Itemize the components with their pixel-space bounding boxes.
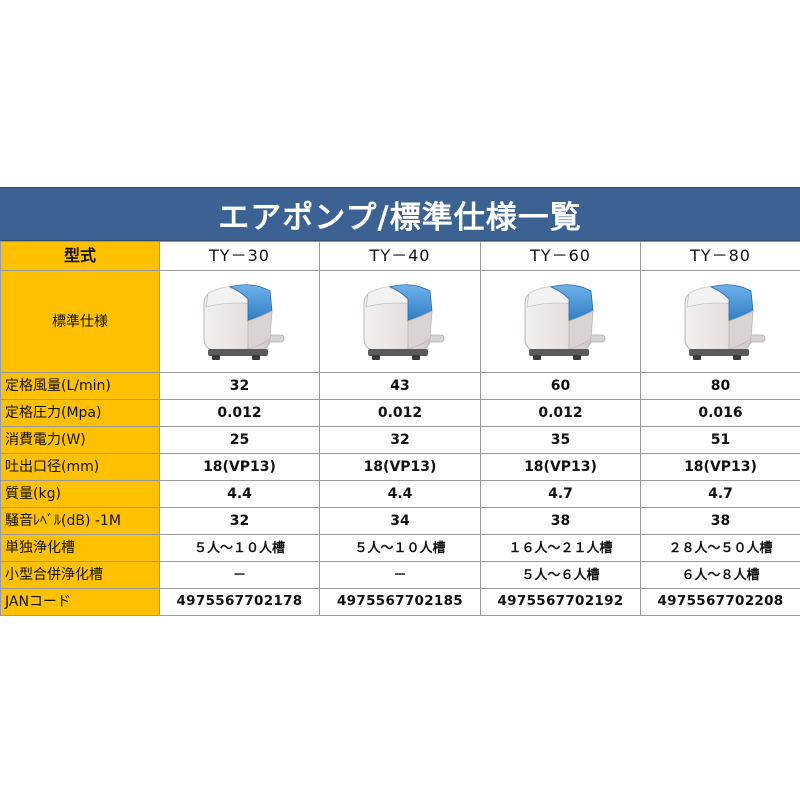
- pump-image-cell: [640, 270, 800, 373]
- jan-code: 4975567702185: [319, 588, 481, 616]
- cell-value: 35: [480, 426, 641, 454]
- cell-value: 25: [159, 426, 320, 454]
- cell-value: 0.016: [640, 399, 800, 427]
- page-title: エアポンプ/標準仕様一覧: [0, 187, 800, 241]
- cell-value: 4.7: [640, 480, 800, 508]
- jan-code: 4975567702178: [159, 588, 320, 616]
- cell-value: 38: [480, 507, 641, 535]
- cell-value: 32: [159, 372, 320, 400]
- cell-value: 4.7: [480, 480, 641, 508]
- spec-sheet: エアポンプ/標準仕様一覧 型式 TY－30 TY－40 TY－60 TY－80 …: [0, 187, 800, 616]
- model-name: TY－30: [159, 241, 320, 271]
- row-label: 単独浄化槽: [0, 534, 160, 562]
- spec-row-airflow: 定格風量(L/min) 32 43 60 80: [0, 372, 800, 400]
- cell-value: 32: [159, 507, 320, 535]
- row-label: 定格圧力(Mpa): [0, 399, 160, 427]
- cell-value: －: [159, 561, 320, 589]
- air-pump-image: [524, 283, 605, 360]
- spec-row-single-tank: 単独浄化槽 ５人～１０人槽 ５人～１０人槽 １６人～２１人槽 ２８人～５０人槽: [0, 534, 800, 562]
- model-label: 型式: [0, 241, 160, 271]
- air-pump-image: [363, 283, 445, 360]
- cell-value: －: [319, 561, 481, 589]
- cell-value: ６人～８人槽: [640, 561, 800, 589]
- air-pump-image: [203, 283, 284, 360]
- cell-value: 43: [319, 372, 481, 400]
- cell-value: 32: [319, 426, 481, 454]
- spec-row-power: 消費電力(W) 25 32 35 51: [0, 426, 800, 454]
- cell-value: 38: [640, 507, 800, 535]
- row-label: JANコード: [0, 588, 160, 616]
- spec-table: 型式 TY－30 TY－40 TY－60 TY－80 標準仕様 定格風量(L/m…: [0, 241, 800, 616]
- air-pump-image: [684, 283, 765, 360]
- row-label: 質量(kg): [0, 480, 160, 508]
- cell-value: 0.012: [159, 399, 320, 427]
- pump-image-cell: [319, 270, 481, 373]
- cell-value: 60: [480, 372, 641, 400]
- spec-row-outlet: 吐出口径(mm) 18(VP13) 18(VP13) 18(VP13) 18(V…: [0, 453, 800, 481]
- pump-image-cell: [159, 270, 320, 373]
- pump-image-cell: [480, 270, 641, 373]
- model-name: TY－40: [319, 241, 481, 271]
- cell-value: 4.4: [319, 480, 481, 508]
- row-label: 定格風量(L/min): [0, 372, 160, 400]
- image-row: 標準仕様: [0, 270, 800, 373]
- cell-value: 34: [319, 507, 481, 535]
- cell-value: 51: [640, 426, 800, 454]
- header-row: 型式 TY－30 TY－40 TY－60 TY－80: [0, 241, 800, 271]
- standard-spec-label: 標準仕様: [0, 270, 160, 373]
- row-label: 騒音ﾚﾍﾞﾙ(dB) -1M: [0, 507, 160, 535]
- model-name: TY－80: [640, 241, 800, 271]
- row-label: 小型合併浄化槽: [0, 561, 160, 589]
- spec-row-jan: JANコード 4975567702178 4975567702185 49755…: [0, 588, 800, 616]
- cell-value: ５人～１０人槽: [319, 534, 481, 562]
- spec-row-noise: 騒音ﾚﾍﾞﾙ(dB) -1M 32 34 38 38: [0, 507, 800, 535]
- row-label: 消費電力(W): [0, 426, 160, 454]
- cell-value: 4.4: [159, 480, 320, 508]
- cell-value: 18(VP13): [480, 453, 641, 481]
- cell-value: 0.012: [480, 399, 641, 427]
- jan-code: 4975567702208: [640, 588, 800, 616]
- jan-code: 4975567702192: [480, 588, 641, 616]
- spec-row-combined-tank: 小型合併浄化槽 － － ５人～６人槽 ６人～８人槽: [0, 561, 800, 589]
- cell-value: １６人～２１人槽: [480, 534, 641, 562]
- cell-value: ２８人～５０人槽: [640, 534, 800, 562]
- model-name: TY－60: [480, 241, 641, 271]
- cell-value: 0.012: [319, 399, 481, 427]
- cell-value: 18(VP13): [640, 453, 800, 481]
- cell-value: 18(VP13): [159, 453, 320, 481]
- spec-row-mass: 質量(kg) 4.4 4.4 4.7 4.7: [0, 480, 800, 508]
- spec-row-pressure: 定格圧力(Mpa) 0.012 0.012 0.012 0.016: [0, 399, 800, 427]
- cell-value: ５人～６人槽: [480, 561, 641, 589]
- cell-value: 18(VP13): [319, 453, 481, 481]
- cell-value: ５人～１０人槽: [159, 534, 320, 562]
- row-label: 吐出口径(mm): [0, 453, 160, 481]
- cell-value: 80: [640, 372, 800, 400]
